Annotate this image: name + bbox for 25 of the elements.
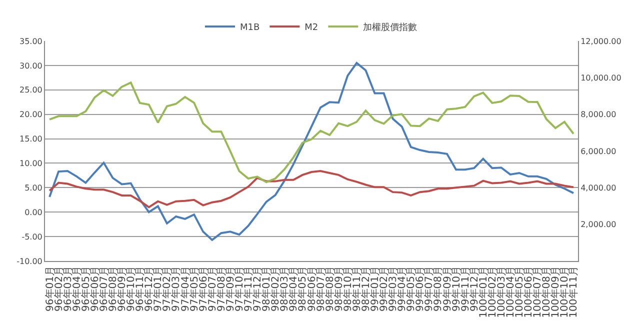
y-tick-label: 35.00 bbox=[19, 36, 42, 46]
y-tick-label: 10.00 bbox=[19, 159, 42, 168]
y-tick-label: 30.00 bbox=[19, 61, 42, 70]
y-tick-label: 15.00 bbox=[19, 134, 42, 144]
y2-tick-label: 10,000.00 bbox=[580, 73, 622, 82]
line-series bbox=[48, 82, 574, 184]
y2-tick-label: 4,000.00 bbox=[580, 183, 616, 192]
x-tick-label: 100年04月 bbox=[504, 266, 516, 318]
y2-tick-label: 8,000.00 bbox=[580, 110, 616, 120]
y-tick-label: -10.00 bbox=[16, 256, 42, 266]
legend-label: 加權股價指數 bbox=[363, 22, 418, 34]
line-series bbox=[48, 170, 574, 208]
y-tick-label: 0.00 bbox=[24, 208, 42, 217]
x-tick-label: 100年11月 bbox=[568, 266, 580, 318]
line-series bbox=[48, 62, 574, 241]
y-tick-label: 5.00 bbox=[24, 183, 42, 192]
y2-tick-label: 2,000.00 bbox=[580, 220, 616, 230]
y-tick-label: -5.00 bbox=[22, 232, 42, 242]
legend-label: M1B bbox=[240, 23, 260, 34]
y-tick-label: 25.00 bbox=[19, 86, 42, 95]
x-tick-label: 96年08月 bbox=[107, 266, 119, 312]
y2-tick-label: 12,000.00 bbox=[580, 36, 622, 46]
legend-label: M2 bbox=[304, 23, 318, 34]
y2-tick-label: 6,000.00 bbox=[580, 146, 616, 156]
y-tick-label: 20.00 bbox=[19, 110, 42, 120]
